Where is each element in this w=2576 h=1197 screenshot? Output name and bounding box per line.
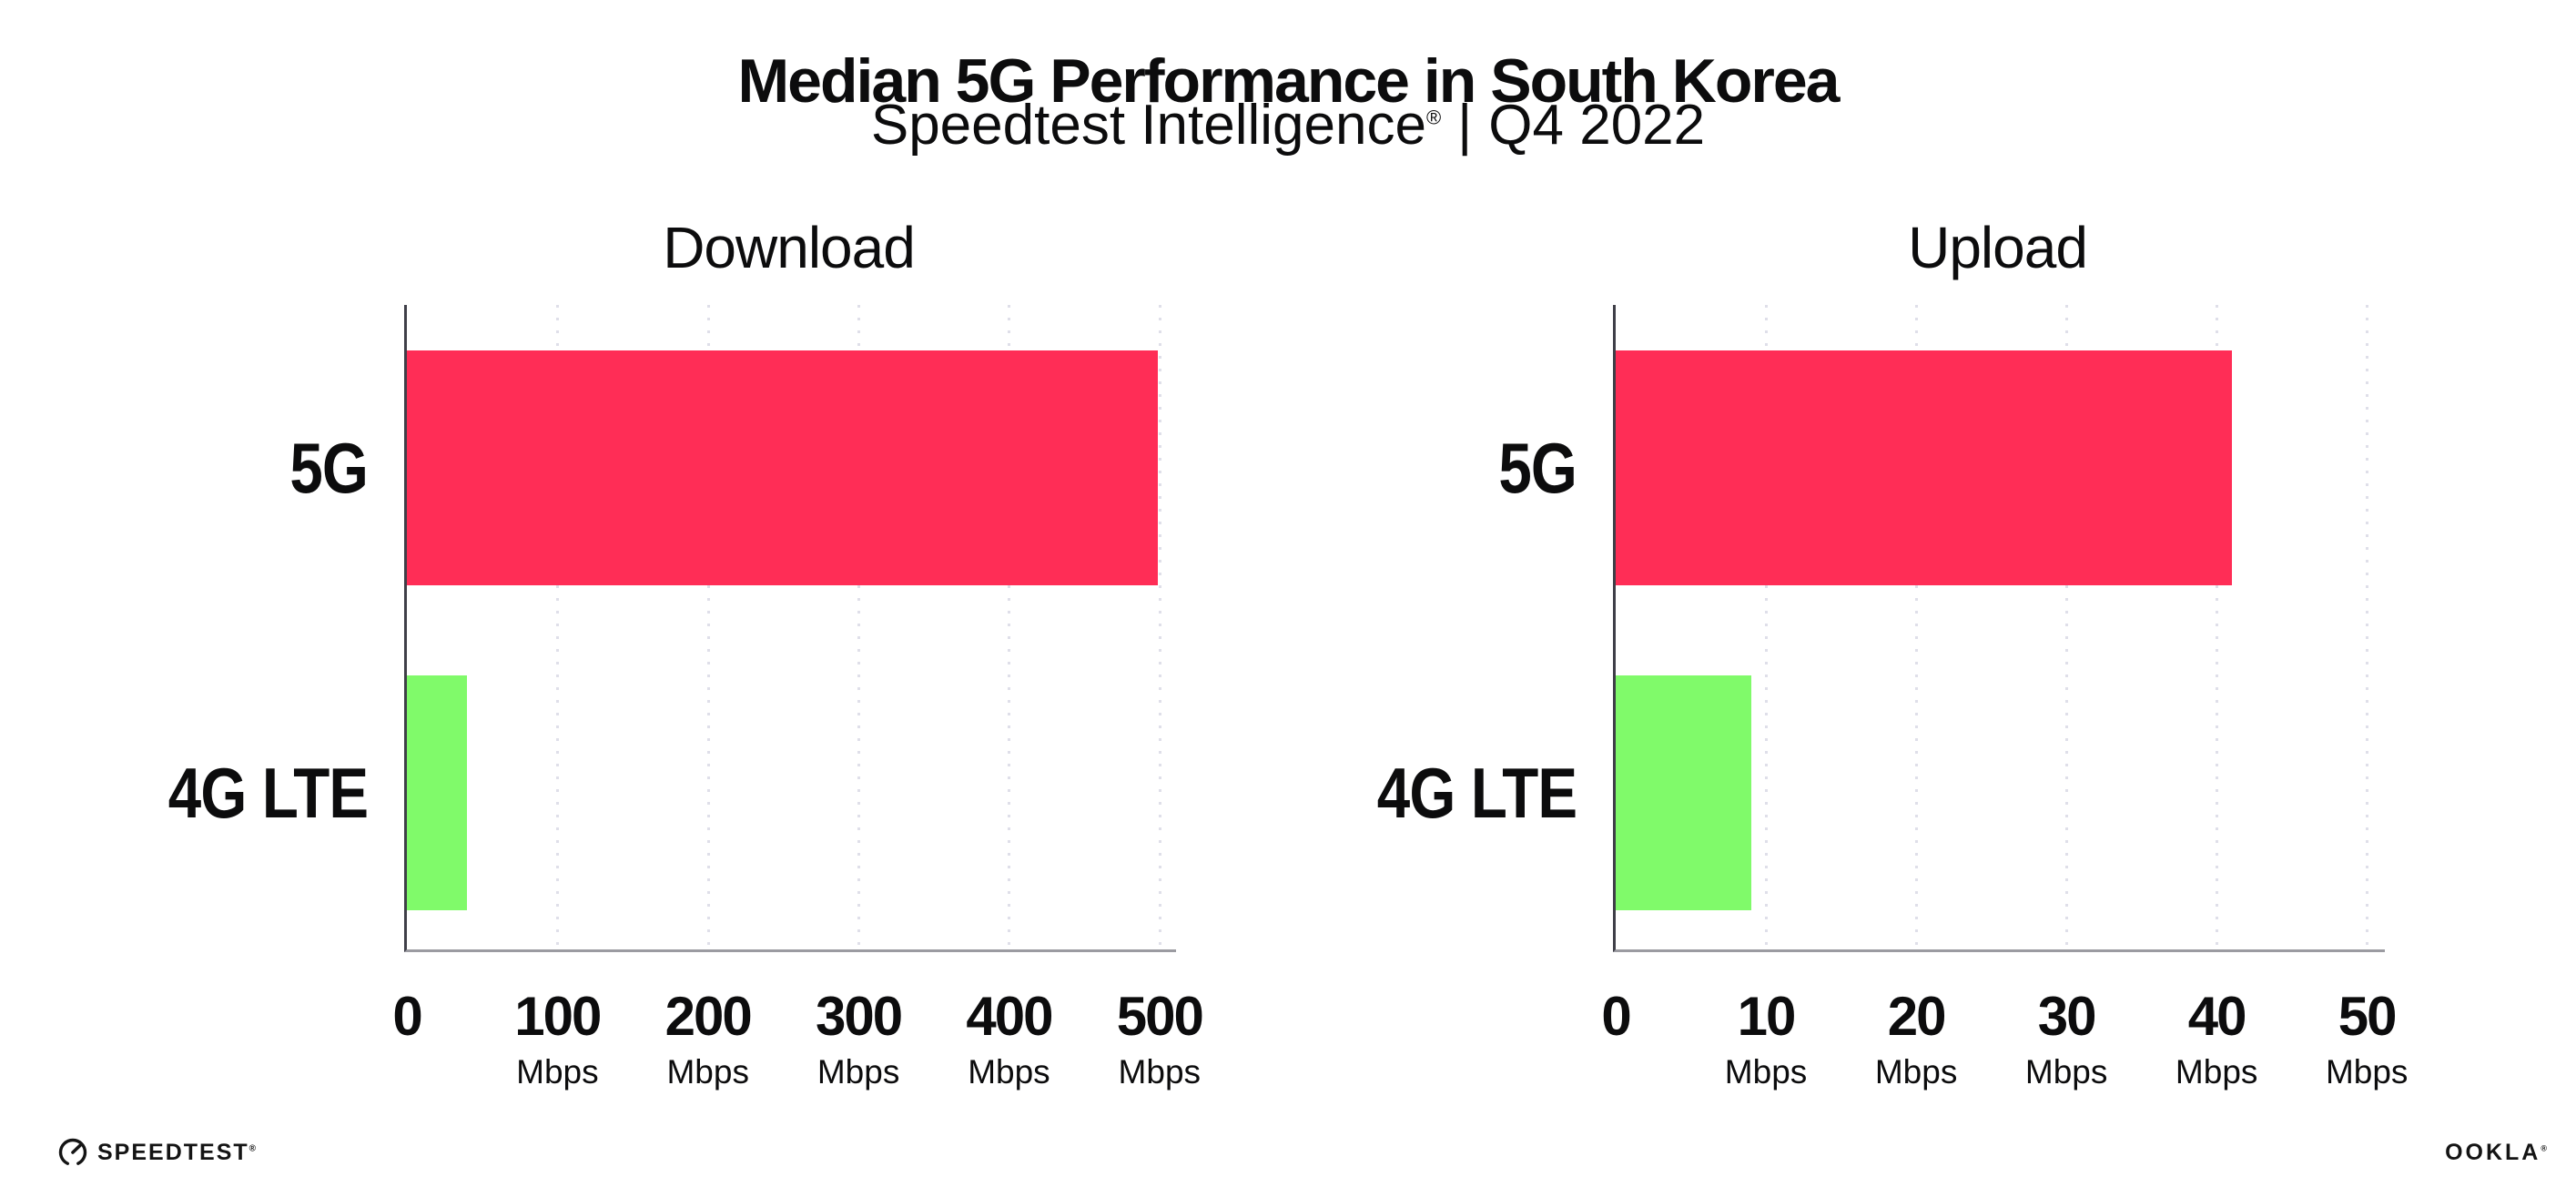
x-tick-label: 20 — [1887, 986, 1947, 1047]
gridline-100 — [556, 305, 560, 949]
x-tick-300: 300 Mbps — [816, 986, 903, 1090]
x-tick-label: 400 — [966, 986, 1053, 1047]
x-tick-unit: Mbps — [1118, 1053, 1202, 1090]
gridline-50 — [2366, 305, 2369, 949]
gridline-30 — [2065, 305, 2069, 949]
registered-mark: ® — [248, 1143, 257, 1154]
x-tick-unit: Mbps — [2024, 1053, 2108, 1090]
x-tick-0: 0 — [392, 986, 422, 1047]
speedtest-wordmark: SPEEDTEST® — [97, 1139, 257, 1165]
x-tick-unit: Mbps — [666, 1053, 749, 1090]
plot-area: 5G 4G LTE 0 10 Mbps 20 Mbps 30 Mbps 40 Mbps 50 Mbps — [1377, 305, 2408, 1089]
ookla-wordmark: OOKLA — [2445, 1140, 2541, 1165]
x-tick-unit: Mbps — [816, 1053, 900, 1090]
gridline-40 — [2216, 305, 2219, 949]
category-label-4g-lte: 4G LTE — [167, 753, 369, 833]
x-tick-label: 200 — [664, 986, 753, 1047]
x-tick-unit: Mbps — [968, 1053, 1050, 1090]
page-title: Median 5G Performance in South Korea — [737, 46, 1841, 116]
gridline-400 — [1008, 305, 1011, 949]
x-tick-label: 100 — [514, 986, 602, 1047]
x-tick-label: 40 — [2187, 986, 2247, 1047]
x-tick-label: 300 — [816, 986, 903, 1047]
x-tick-0: 0 — [1601, 986, 1631, 1047]
gridline-20 — [1915, 305, 1919, 949]
chart-title: Upload — [1908, 215, 2088, 280]
subtitle-period: Q4 2022 — [1488, 94, 1706, 157]
x-tick-100: 100 Mbps — [514, 986, 602, 1090]
plot-area: 5G 4G LTE 0 100 Mbps 200 Mbps 300 Mbps 400 Mbps 500… — [168, 305, 1204, 1089]
subtitle-brand: Speedtest Intelligence — [870, 94, 1426, 157]
x-tick-40: 40 Mbps — [2175, 986, 2258, 1090]
x-tick-label: 10 — [1737, 986, 1797, 1047]
registered-mark: ® — [2541, 1143, 2547, 1153]
x-tick-label: 0 — [1601, 986, 1631, 1047]
x-tick-unit: Mbps — [1724, 1053, 1808, 1090]
category-label-5g: 5G — [289, 428, 369, 508]
x-tick-20: 20 Mbps — [1874, 986, 1958, 1090]
x-tick-label: 500 — [1116, 986, 1204, 1047]
gridline-300 — [857, 305, 861, 949]
speedtest-logo: SPEEDTEST® — [56, 1136, 256, 1169]
x-tick-unit: Mbps — [1874, 1053, 1958, 1090]
download-chart: Download 5G 4G LTE 0 100 Mbps 200 Mbps 300 Mbps 4… — [168, 215, 1204, 1089]
bar-4g-lte-download — [407, 675, 468, 910]
category-label-4g-lte: 4G LTE — [1376, 753, 1577, 833]
gridline-10 — [1765, 305, 1769, 949]
upload-chart: Upload 5G 4G LTE 0 10 Mbps 20 Mbps 30 Mbps 40 Mbps… — [1377, 215, 2409, 1089]
category-label-5g: 5G — [1498, 428, 1577, 508]
subtitle-separator: | — [1457, 94, 1473, 157]
x-tick-label: 30 — [2037, 986, 2097, 1047]
x-tick-30: 30 Mbps — [2024, 986, 2108, 1090]
ookla-logo: OOKLA® — [2445, 1141, 2547, 1164]
bar-5g-upload — [1616, 350, 2232, 585]
x-tick-label: 50 — [2338, 986, 2398, 1047]
x-tick-400: 400 Mbps — [966, 986, 1053, 1090]
chart-title: Download — [663, 215, 916, 280]
x-tick-10: 10 Mbps — [1724, 986, 1808, 1090]
bar-5g-download — [407, 350, 1159, 585]
speedtest-gauge-icon — [58, 1138, 87, 1167]
x-tick-unit: Mbps — [2175, 1053, 2258, 1090]
x-tick-200: 200 Mbps — [664, 986, 753, 1090]
x-tick-unit: Mbps — [2325, 1053, 2409, 1090]
x-tick-500: 500 Mbps — [1116, 986, 1204, 1090]
page-subtitle: Speedtest Intelligence® | Q4 2022 — [0, 93, 2576, 157]
registered-mark: ® — [1425, 106, 1442, 129]
x-tick-unit: Mbps — [516, 1053, 599, 1090]
x-tick-50: 50 Mbps — [2325, 986, 2409, 1090]
gridline-200 — [706, 305, 710, 949]
gridline-500 — [1158, 305, 1161, 949]
x-tick-label: 0 — [392, 986, 422, 1047]
bar-4g-lte-upload — [1616, 675, 1751, 910]
